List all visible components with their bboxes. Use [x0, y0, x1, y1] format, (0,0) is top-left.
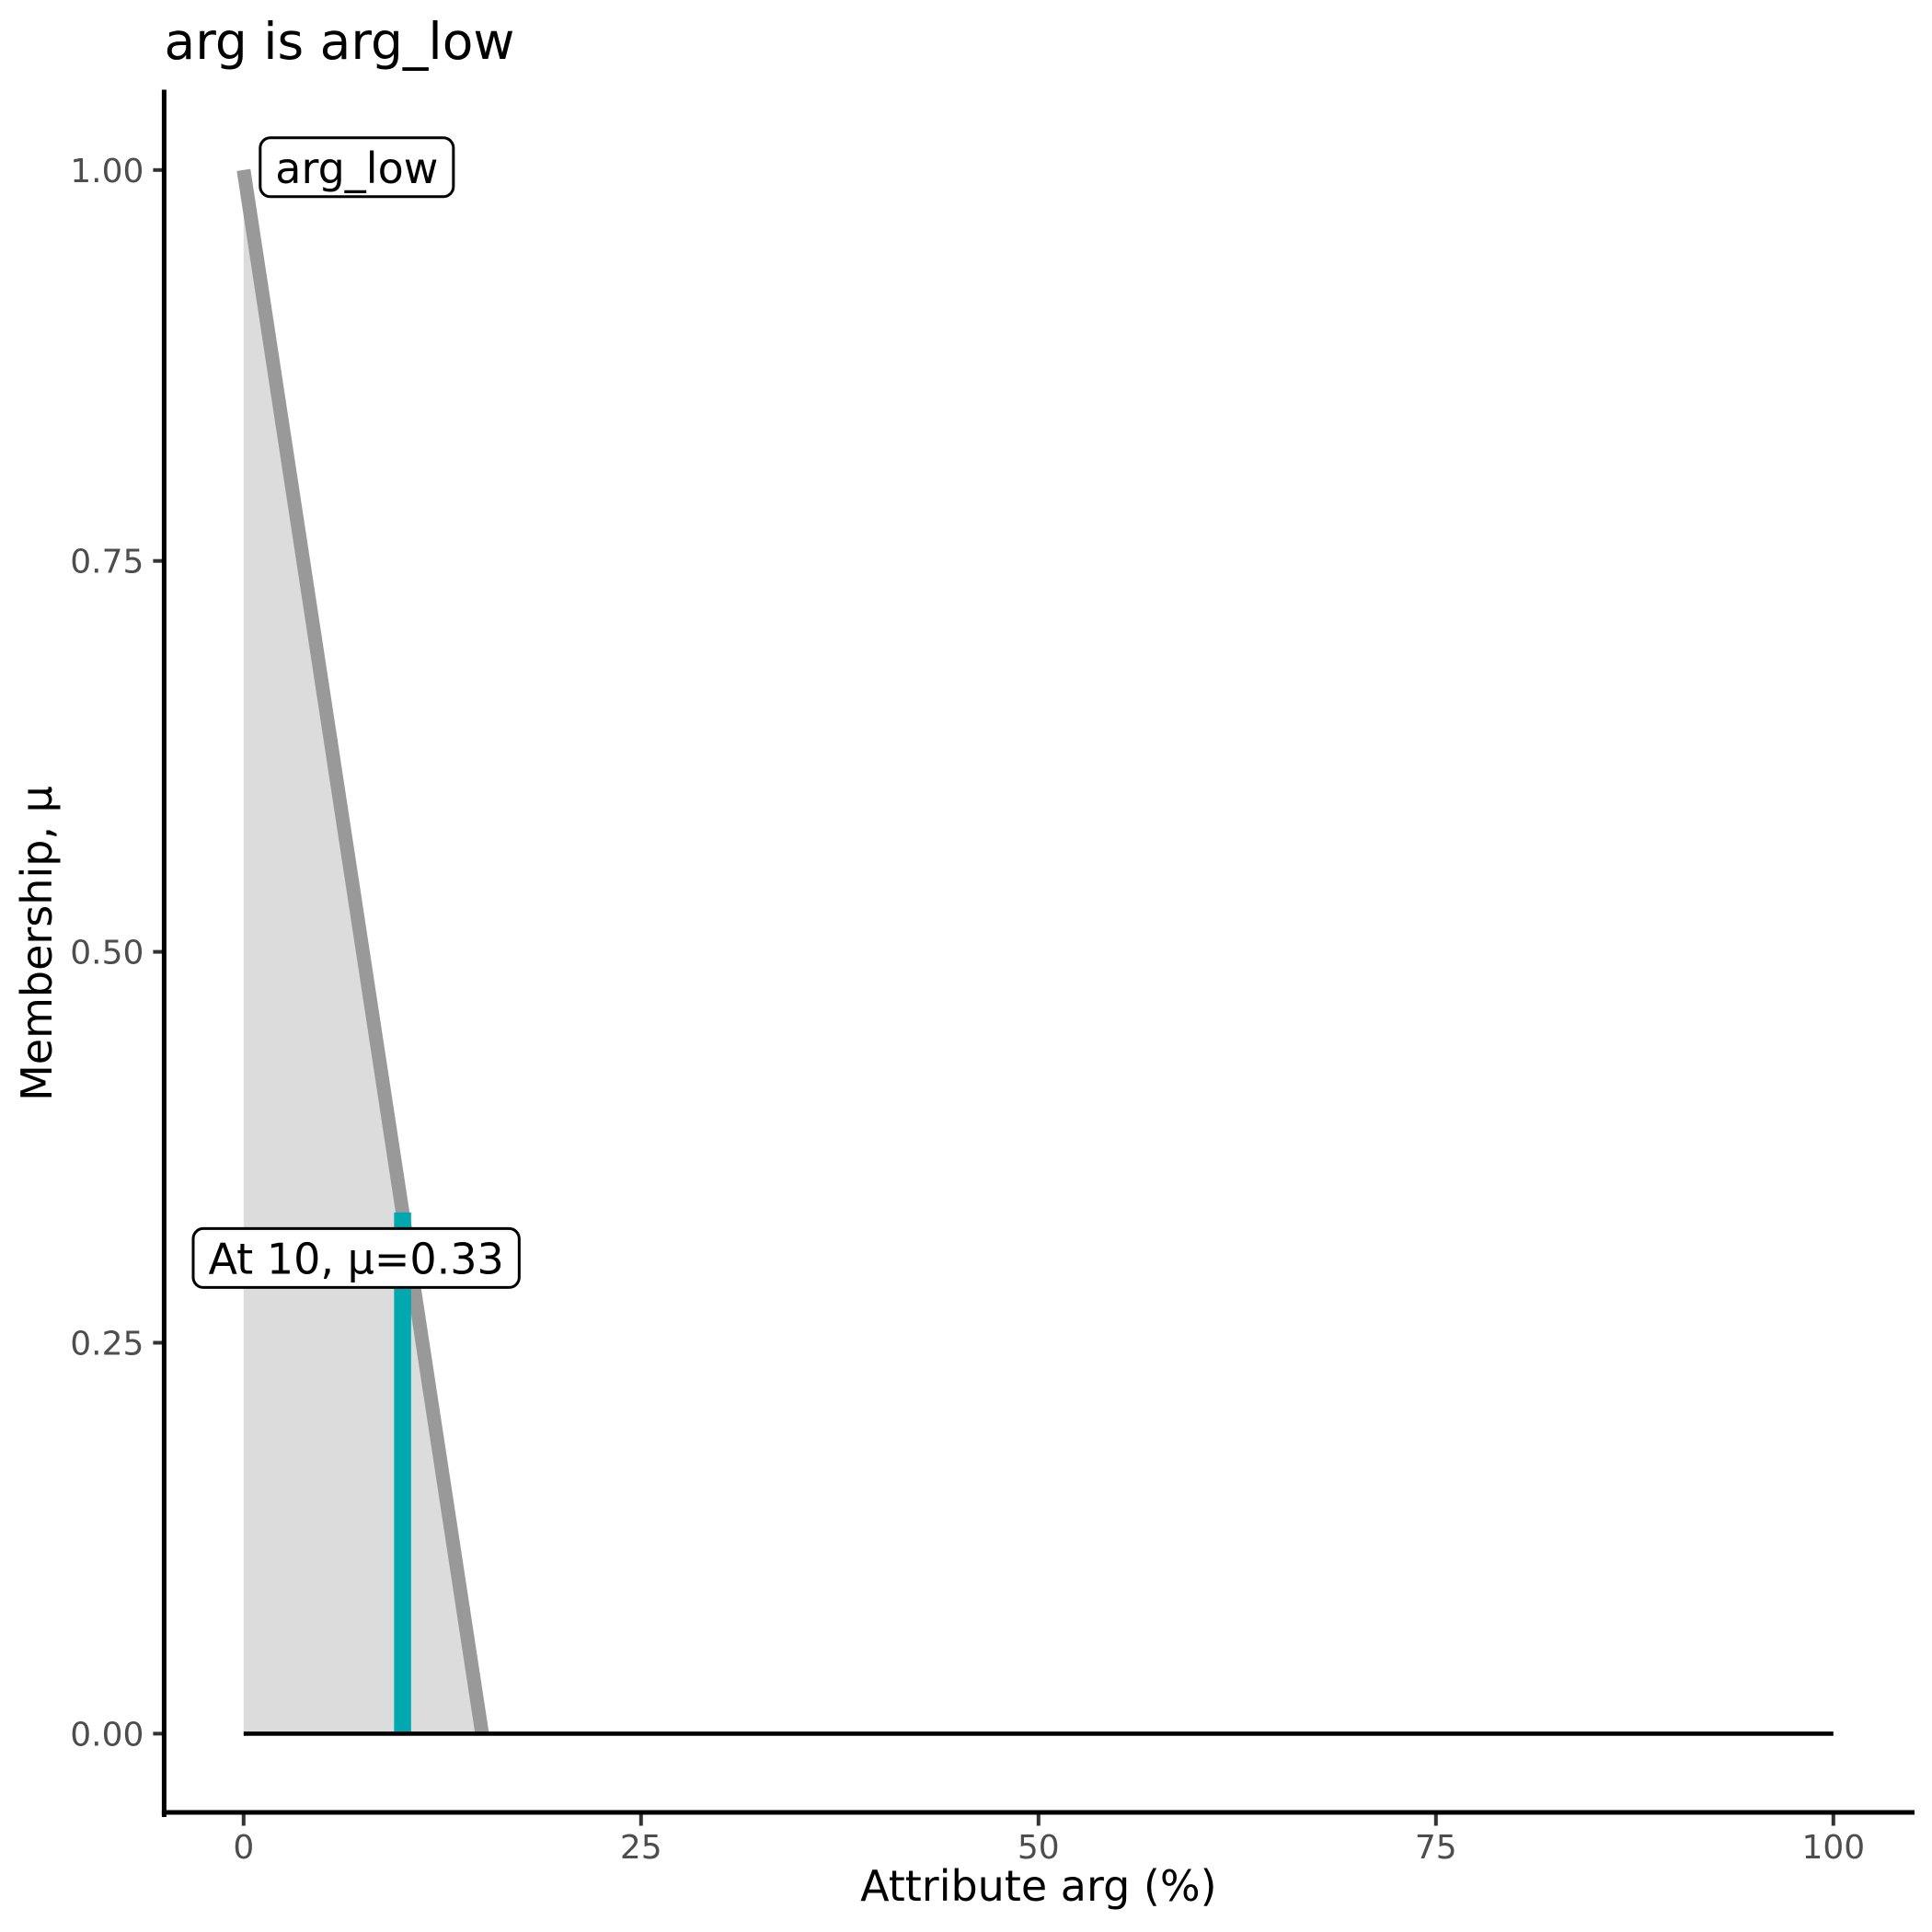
y-axis-title: Membership, μ — [12, 786, 62, 1101]
input-annotation-label-text: At 10, μ=0.33 — [209, 1234, 504, 1283]
membership-function-line — [236, 168, 489, 1735]
y-tick-label: 0.25 — [70, 1326, 144, 1363]
input-annotation-label-box — [191, 1226, 521, 1289]
marks-layer — [236, 168, 1834, 1736]
y-tick-label: 1.00 — [70, 153, 144, 190]
membership-set-label-text: arg_low — [275, 144, 438, 193]
x-tick-label: 100 — [1801, 1829, 1865, 1867]
x-tick-label: 25 — [620, 1829, 662, 1867]
annotations-layer: arg_low At 10, μ=0.33 — [191, 136, 521, 1289]
x-tick-label: 50 — [1018, 1829, 1060, 1867]
x-tick-label: 0 — [233, 1829, 254, 1867]
x-axis-title: Attribute arg (%) — [860, 1861, 1216, 1911]
y-tick-label: 0.00 — [70, 1716, 144, 1754]
plot-title: arg is arg_low — [165, 12, 515, 71]
membership-set-label-box — [259, 136, 455, 199]
y-tick-label: 0.75 — [70, 544, 144, 581]
axes-layer: 0.00 0.25 0.50 0.75 1.00 0 25 50 75 100 — [70, 89, 1915, 1867]
y-tick-label: 0.50 — [70, 935, 144, 972]
x-tick-label: 75 — [1415, 1829, 1457, 1867]
